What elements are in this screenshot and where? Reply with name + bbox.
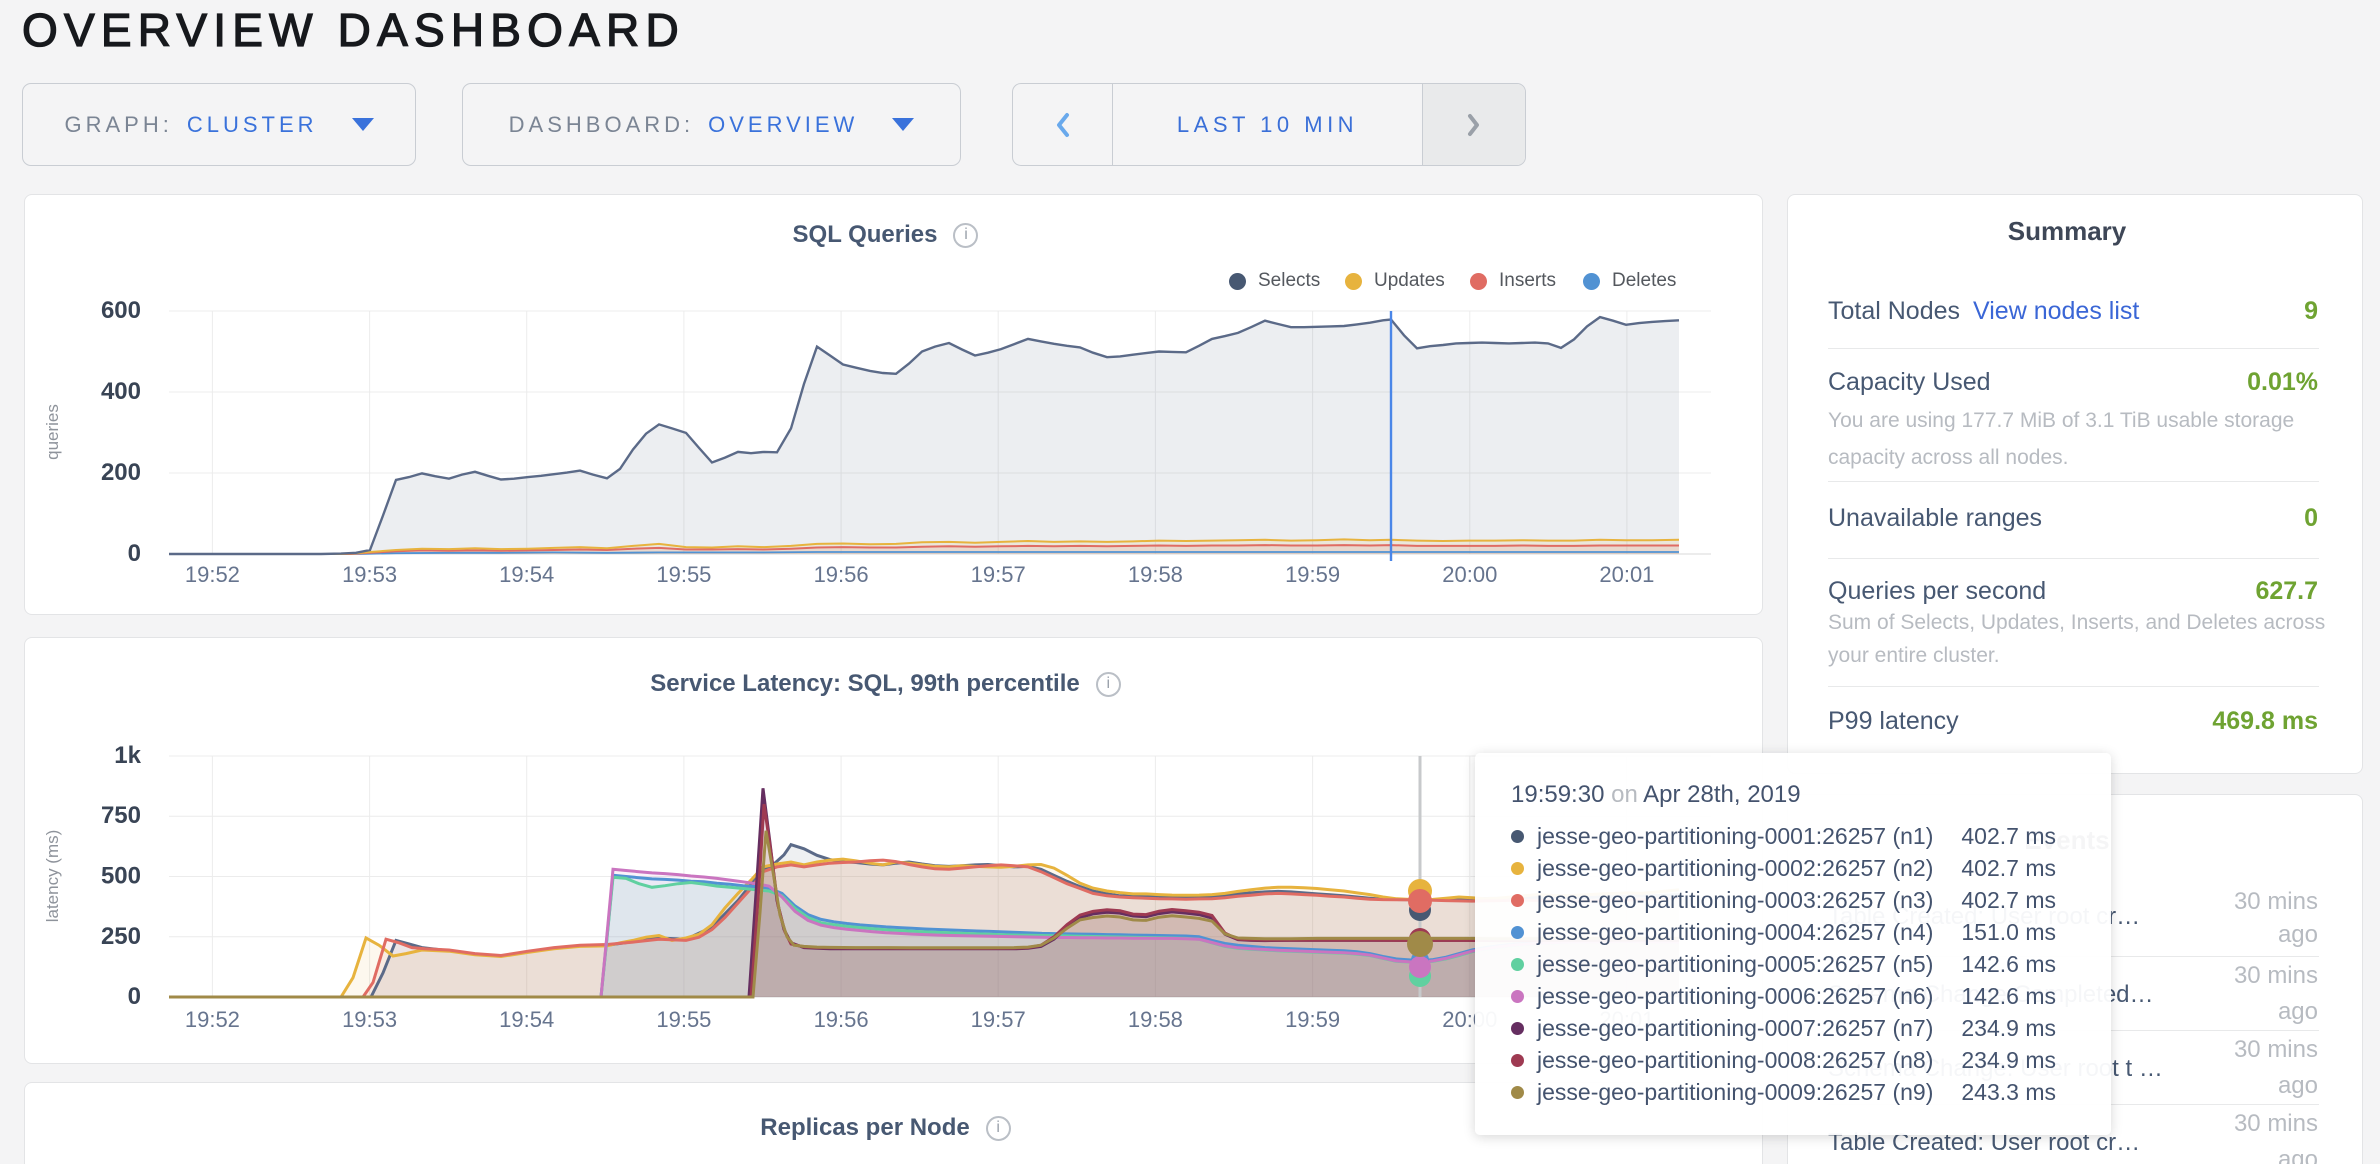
svg-text:1k: 1k bbox=[114, 742, 141, 769]
svg-text:19:53: 19:53 bbox=[342, 1007, 397, 1032]
svg-text:queries: queries bbox=[43, 404, 62, 460]
svg-text:20:00: 20:00 bbox=[1442, 562, 1497, 587]
svg-text:250: 250 bbox=[101, 923, 141, 950]
svg-text:750: 750 bbox=[101, 802, 141, 829]
svg-text:19:56: 19:56 bbox=[814, 562, 869, 587]
svg-text:19:58: 19:58 bbox=[1128, 562, 1183, 587]
svg-text:19:52: 19:52 bbox=[185, 1007, 240, 1032]
svg-text:19:52: 19:52 bbox=[185, 562, 240, 587]
svg-text:19:57: 19:57 bbox=[971, 562, 1026, 587]
svg-text:400: 400 bbox=[101, 378, 141, 405]
svg-text:19:54: 19:54 bbox=[499, 1007, 554, 1032]
svg-text:500: 500 bbox=[101, 863, 141, 890]
svg-text:latency (ms): latency (ms) bbox=[43, 830, 62, 923]
svg-text:19:57: 19:57 bbox=[971, 1007, 1026, 1032]
svg-text:19:56: 19:56 bbox=[814, 1007, 869, 1032]
svg-text:200: 200 bbox=[101, 459, 141, 486]
svg-text:19:55: 19:55 bbox=[656, 1007, 711, 1032]
svg-text:19:59: 19:59 bbox=[1285, 562, 1340, 587]
svg-text:19:54: 19:54 bbox=[499, 562, 554, 587]
svg-text:0: 0 bbox=[128, 540, 141, 567]
svg-text:19:53: 19:53 bbox=[342, 562, 397, 587]
svg-text:19:58: 19:58 bbox=[1128, 1007, 1183, 1032]
svg-text:20:01: 20:01 bbox=[1599, 562, 1654, 587]
svg-text:19:55: 19:55 bbox=[656, 562, 711, 587]
svg-text:600: 600 bbox=[101, 297, 141, 324]
svg-text:19:59: 19:59 bbox=[1285, 1007, 1340, 1032]
svg-text:0: 0 bbox=[128, 983, 141, 1010]
